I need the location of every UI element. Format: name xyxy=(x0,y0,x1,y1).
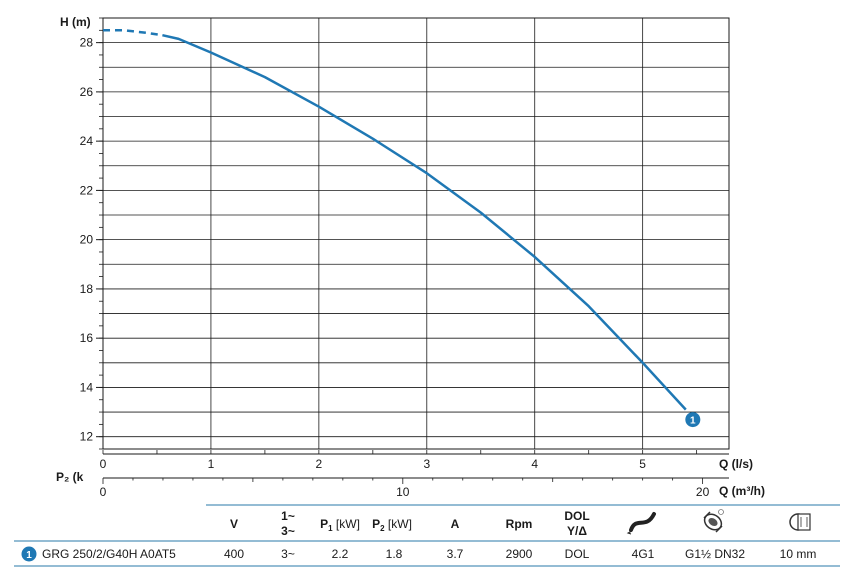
row-v: 400 xyxy=(224,547,244,561)
header-dol-bottom: Y/Δ xyxy=(567,524,587,538)
row-rpm: 2900 xyxy=(506,547,533,561)
x2-axis-title: Q (m³/h) xyxy=(719,484,765,498)
y-tick-label: 16 xyxy=(80,331,94,345)
y-tick-label: 26 xyxy=(80,85,94,99)
x-axis-ticks: 0 1 2 3 4 5 xyxy=(100,457,647,471)
row-outlet: G1½ DN32 xyxy=(685,547,745,561)
solid-passage-icon xyxy=(789,513,811,531)
y-tick-label: 24 xyxy=(80,134,94,148)
y-tick-label: 12 xyxy=(80,430,94,444)
x2-tick-label: 20 xyxy=(696,485,710,499)
row-model: GRG 250/2/G40H A0AT5 xyxy=(42,547,176,561)
row-badge-label: 1 xyxy=(26,550,32,561)
curve-marker-badge xyxy=(685,412,701,428)
row-passage: 10 mm xyxy=(780,547,817,561)
y-tick-label: 22 xyxy=(80,183,94,197)
y-axis-title: H (m) xyxy=(60,15,91,29)
header-a: A xyxy=(451,517,460,531)
plot-frame xyxy=(102,17,730,450)
header-phase-top: 1~ xyxy=(281,509,295,523)
outlet-icon xyxy=(703,509,724,533)
y-tick-label: 28 xyxy=(80,36,94,50)
x2-axis-ticks: 0 10 20 xyxy=(100,485,710,499)
curve-solid-segment xyxy=(162,33,687,411)
x-tick-label: 4 xyxy=(531,457,538,471)
x-axis-title: Q (l/s) xyxy=(719,457,753,471)
row-p2: 1.8 xyxy=(386,547,403,561)
spec-table: V 1~ 3~ P1 [kW] P2 [kW] A Rpm DOL Y/Δ xyxy=(14,504,840,567)
curve-marker-label: 1 xyxy=(690,416,696,427)
curves: 1 xyxy=(103,29,701,428)
x2-tick-label: 0 xyxy=(100,485,107,499)
row-a: 3.7 xyxy=(447,547,464,561)
cable-icon xyxy=(626,512,656,535)
row-dol: DOL xyxy=(565,547,590,561)
y-tick-label: 14 xyxy=(80,380,94,394)
p2-axis-label: P₂ (k xyxy=(56,470,84,484)
x-tick-label: 1 xyxy=(208,457,215,471)
x-tick-label: 3 xyxy=(423,457,430,471)
row-cable: 4G1 xyxy=(632,547,655,561)
header-phase-bottom: 3~ xyxy=(281,524,295,538)
x2-tick-label: 10 xyxy=(396,485,410,499)
header-rpm: Rpm xyxy=(506,517,533,531)
y-tick-label: 20 xyxy=(80,233,94,247)
row-p1: 2.2 xyxy=(332,547,349,561)
y-tick-label: 18 xyxy=(80,282,94,296)
header-p1: P1 [kW] xyxy=(320,517,360,533)
y-axis-ticks: 12 14 16 18 20 22 24 26 28 xyxy=(80,36,103,444)
row-badge xyxy=(21,546,37,562)
row-phase: 3~ xyxy=(281,547,295,561)
curve-dashed-segment xyxy=(103,29,163,37)
header-dol-top: DOL xyxy=(564,509,589,523)
header-v: V xyxy=(230,517,238,531)
x-tick-label: 5 xyxy=(639,457,646,471)
header-p2: P2 [kW] xyxy=(372,517,412,533)
x-tick-label: 0 xyxy=(100,457,107,471)
grid xyxy=(99,17,730,484)
x-tick-label: 2 xyxy=(316,457,323,471)
